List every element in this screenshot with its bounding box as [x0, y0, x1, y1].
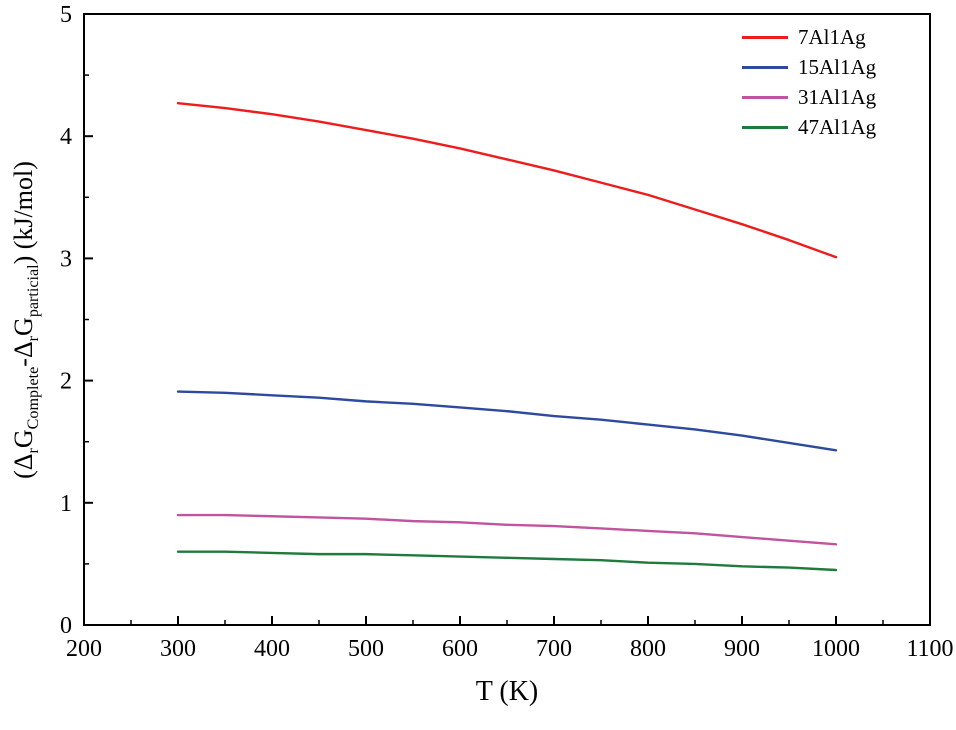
y-tick-label: 5 — [60, 2, 72, 28]
x-tick-label: 300 — [160, 636, 196, 662]
y-tick-label: 2 — [60, 369, 72, 395]
x-tick-label: 700 — [536, 636, 572, 662]
y-label-segment: G — [8, 317, 38, 336]
legend-label: 47Al1Ag — [798, 115, 877, 139]
x-tick-label: 400 — [254, 636, 290, 662]
y-label-segment: (Δ — [8, 453, 38, 479]
x-tick-label: 600 — [442, 636, 478, 662]
legend-item-15al1ag: 15Al1Ag — [742, 56, 876, 79]
x-axis-label: T (K) — [475, 676, 539, 707]
x-tick-label: 500 — [348, 636, 384, 662]
legend-item-31al1ag: 31Al1Ag — [742, 86, 876, 109]
y-tick-label: 3 — [60, 246, 72, 272]
series-line-7al1ag — [176, 102, 838, 259]
legend-line-swatch — [742, 66, 788, 69]
legend: 7Al1Ag 15Al1Ag 31Al1Ag 47Al1Ag — [742, 26, 876, 139]
legend-label: 31Al1Ag — [798, 85, 877, 109]
series-line-31al1ag — [176, 513, 838, 546]
y-tick-label: 1 — [60, 491, 72, 517]
legend-label: 7Al1Ag — [798, 25, 866, 49]
x-tick-label: 900 — [724, 636, 760, 662]
series-line-47al1ag — [176, 550, 838, 572]
legend-line-swatch — [742, 36, 788, 39]
legend-line-swatch — [742, 126, 788, 129]
y-label-subscript: particial — [25, 264, 43, 318]
y-label-subscript: r — [25, 335, 43, 342]
legend-item-7al1ag: 7Al1Ag — [742, 26, 876, 49]
y-axis-label-text: (ΔrGComplete-ΔrGparticial) (kJ/mol) — [8, 161, 42, 479]
y-label-segment: -Δ — [8, 341, 38, 367]
legend-line-swatch — [742, 96, 788, 99]
y-tick-label: 0 — [60, 613, 72, 639]
y-label-subscript: r — [25, 448, 43, 454]
x-tick-label: 200 — [66, 636, 102, 662]
x-tick-label: 1100 — [906, 636, 953, 662]
series-line-15al1ag — [176, 390, 838, 452]
y-label-segment: G — [8, 429, 38, 449]
x-tick-label: 1000 — [812, 636, 860, 662]
legend-label: 15Al1Ag — [798, 55, 877, 79]
y-axis-label: (ΔrGComplete-ΔrGparticial) (kJ/mol) — [9, 161, 43, 479]
x-tick-label: 800 — [630, 636, 666, 662]
y-label-subscript: Complete — [25, 366, 43, 430]
y-tick-label: 4 — [60, 124, 72, 150]
y-label-segment: ) (kJ/mol) — [8, 161, 38, 265]
legend-item-47al1ag: 47Al1Ag — [742, 116, 876, 139]
